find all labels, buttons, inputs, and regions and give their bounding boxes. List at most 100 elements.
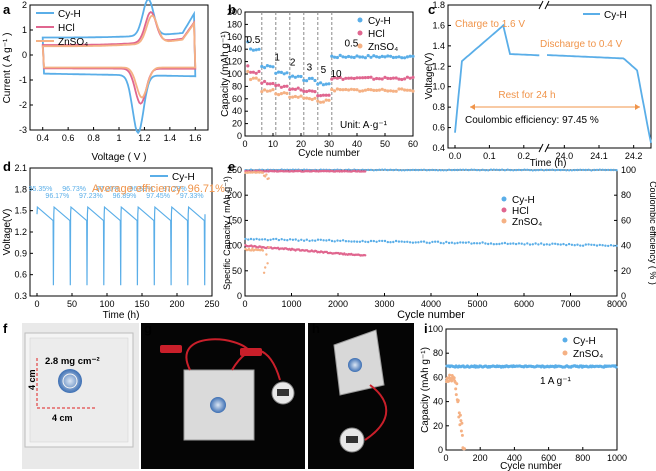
efficiency-point-cyh [540, 168, 543, 171]
capacity-point-cyh [467, 241, 470, 244]
capacity-point-cyh [601, 244, 604, 247]
panel-label-f: f [3, 321, 8, 336]
rate-point-znso4 [377, 88, 381, 92]
height-label: 4 cm [27, 369, 37, 390]
capacity-point-cyh [353, 240, 356, 243]
rate-point-hcl [344, 76, 348, 80]
rate-point-cyh [386, 54, 390, 58]
b-ytick-label: 200 [227, 7, 242, 17]
capacity-point-cyh [542, 243, 546, 246]
rate-point-hcl [305, 89, 309, 94]
capacity-point-hcl [364, 254, 367, 257]
axis-break-mark-top [538, 0, 544, 10]
timer-display-g [277, 389, 289, 396]
efficiency-point-cyh [394, 168, 398, 171]
efficiency-point-hcl [364, 170, 367, 173]
rate-point-znso4 [405, 88, 409, 92]
efficiency-point-cyh [609, 168, 613, 172]
capacity-point-cyh [565, 243, 568, 247]
efficiency-point-cyh [545, 168, 548, 172]
e-xtick-label: 1000 [281, 299, 301, 309]
panel-label-b: b [228, 2, 236, 17]
efficiency-point-cyh [570, 169, 574, 172]
rate-point-hcl [400, 77, 404, 82]
c-ytick-label: 1.4 [432, 41, 445, 51]
capacity-point-znso4 [460, 433, 464, 437]
plot-frame-e [244, 169, 618, 297]
capacity-point-cyh [500, 242, 504, 245]
capacity-point-znso4 [458, 423, 462, 427]
rate-point-hcl [386, 76, 390, 80]
cv-curve-cyh [41, 0, 197, 135]
efficiency-point-cyh [503, 169, 507, 172]
b-xtick-label: 40 [352, 139, 362, 149]
a-ytick-label: -3 [19, 125, 27, 135]
panel-b: b 0 10 20 30 40 50 600204060801001201401601802… [220, 2, 418, 159]
b-ytick-label: 120 [227, 57, 242, 67]
rate-point-cyh [296, 74, 300, 78]
efficiency-point-cyh [559, 168, 562, 172]
rate-label: 2 [290, 57, 296, 68]
capacity-point-cyh [330, 239, 334, 243]
capacity-point-cyh [411, 241, 415, 244]
rate-point-znso4 [411, 89, 415, 93]
capacity-point-cyh [325, 239, 328, 242]
ylabel-b: Capacity (mAh g⁻¹) [220, 31, 231, 117]
capacity-point-cyh [294, 238, 297, 241]
rate-point-znso4 [335, 87, 339, 91]
rate-point-hcl [327, 93, 331, 97]
capacity-point-cyh [367, 240, 370, 244]
efficiency-point-cyh [436, 169, 440, 172]
capacity-point-cyh [567, 242, 571, 246]
panel-label-g: g [144, 321, 152, 336]
rate-point-znso4 [347, 88, 351, 92]
rate-point-znso4 [372, 88, 376, 92]
efficiency-point-cyh [450, 168, 454, 172]
efficiency-point-cyh [601, 168, 604, 171]
xlabel-d: Time (h) [103, 310, 140, 321]
efficiency-point-cyh [548, 168, 551, 172]
rate-point-hcl [391, 76, 395, 80]
efficiency-point-cyh [484, 169, 487, 172]
rate-point-cyh [397, 55, 401, 59]
efficiency-point-cyh [470, 168, 473, 171]
panel-label-d: d [3, 159, 11, 174]
e-ytick-label: 250 [227, 165, 242, 175]
rate-point-cyh [293, 75, 297, 79]
rate-point-znso4 [265, 89, 269, 93]
d-ytick-label: 2.1 [14, 163, 27, 173]
capacity-point-znso4 [262, 271, 266, 274]
xlabel-a: Voltage ( V ) [91, 152, 146, 163]
rate-point-cyh [271, 65, 275, 69]
efficiency-point-cyh [434, 168, 437, 172]
legend-b: Cy-H HCl ZnSO₄ [357, 16, 398, 53]
capacity-point-znso4 [459, 419, 463, 423]
capacity-point-znso4 [267, 246, 270, 249]
rate-point-znso4 [277, 93, 281, 97]
axis-break-mark-top [544, 0, 550, 10]
capacity-point-znso4 [458, 413, 462, 417]
b-xtick-label: 50 [380, 139, 390, 149]
rate-point-hcl [271, 81, 275, 86]
rate-point-cyh [380, 54, 384, 59]
efficiency-label: 96.59% [129, 186, 153, 193]
efficiency-point-cyh [554, 169, 557, 172]
rate-point-cyh [400, 56, 404, 60]
ylabel-a: Current ( A g⁻¹ ) [2, 33, 13, 104]
legend-label-e-znso4: ZnSO₄ [512, 217, 542, 228]
efficiency-point-cyh [581, 168, 585, 172]
legend-label-i-znso4: ZnSO₄ [573, 349, 603, 360]
seal-logo-ring [62, 373, 78, 389]
efficiency-point-cyh [422, 168, 426, 171]
rate-point-znso4 [383, 88, 387, 92]
capacity-point-cyh [381, 239, 384, 243]
b-ytick-label: 40 [232, 106, 242, 116]
efficiency-point-cyh [425, 169, 428, 172]
rate-point-hcl [296, 86, 300, 90]
panel-label-i: i [424, 321, 428, 336]
rate-point-cyh [403, 56, 407, 60]
rate-point-hcl [260, 81, 264, 85]
capacity-point-znso4 [455, 382, 459, 386]
i-ytick-label: 20 [433, 421, 443, 431]
